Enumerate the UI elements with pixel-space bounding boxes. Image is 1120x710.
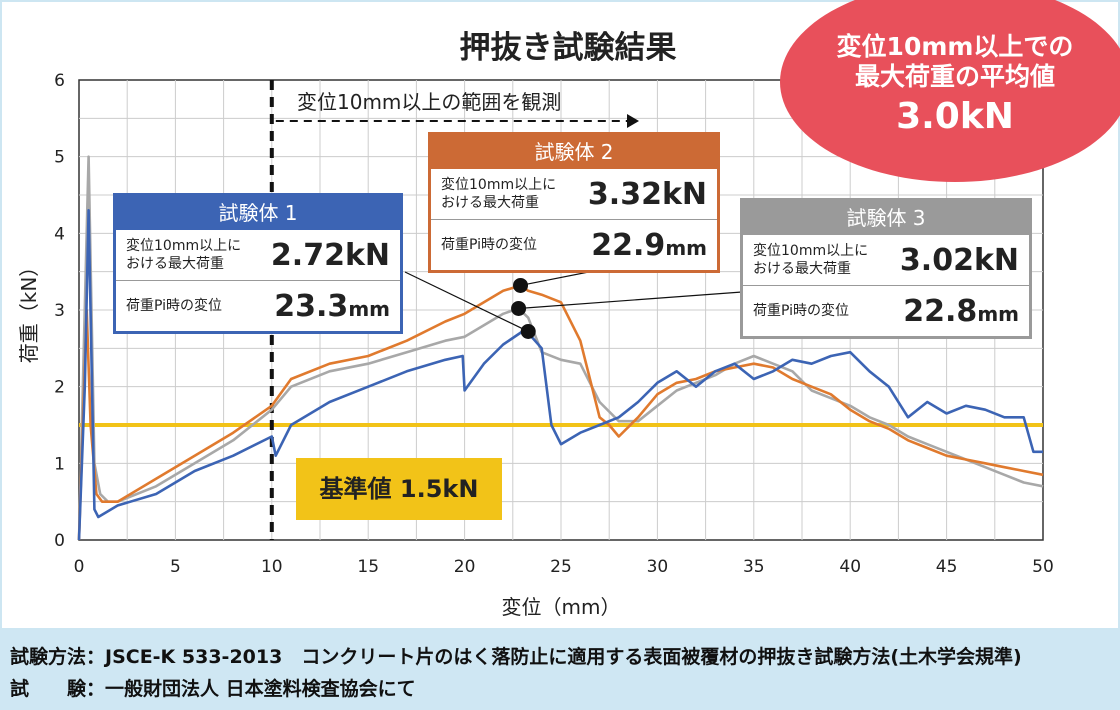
x-tick-label: 15 bbox=[357, 557, 379, 577]
peak-marker-2 bbox=[513, 277, 529, 293]
specimen-1-disp-unit: mm bbox=[348, 296, 390, 321]
specimen-2-disp-value: 22.9 bbox=[591, 227, 666, 263]
x-tick-label: 0 bbox=[74, 557, 85, 577]
y-tick-label: 2 bbox=[54, 378, 65, 398]
baseline-label: 基準値 1.5kN bbox=[296, 458, 502, 520]
y-tick-label: 0 bbox=[54, 531, 65, 551]
specimen-2-max-value: 3.32kN bbox=[587, 176, 707, 212]
specimen-1-box: 試験体 1 変位10mm以上に おける最大荷重 2.72kN 荷重Pi時の変位 23… bbox=[113, 193, 403, 334]
peak-marker-1 bbox=[520, 323, 536, 339]
specimen-2-max-label: 変位10mm以上に おける最大荷重 bbox=[441, 177, 557, 211]
range-arrow-head bbox=[627, 114, 639, 128]
specimen-1-disp-value: 23.3 bbox=[274, 288, 349, 324]
series-line-1 bbox=[77, 209, 1043, 541]
bubble-line1: 変位10mm以上での bbox=[836, 32, 1074, 61]
footer: 試験方法：JSCE-K 533-2013 コンクリート片のはく落防止に適用する表… bbox=[0, 630, 1120, 710]
specimen-2-box: 試験体 2 変位10mm以上に おける最大荷重 3.32kN 荷重Pi時の変位 22… bbox=[428, 132, 720, 273]
leader-line-1 bbox=[404, 271, 529, 333]
specimen-3-disp-value: 22.8 bbox=[903, 293, 978, 329]
x-tick-label: 45 bbox=[936, 557, 958, 577]
average-max-load-bubble: 変位10mm以上での 最大荷重の平均値 3.0kN bbox=[780, 0, 1120, 182]
y-tick-label: 6 bbox=[54, 71, 65, 91]
specimen-1-disp-label: 荷重Pi時の変位 bbox=[126, 298, 223, 314]
range-note: 変位10mm以上の範囲を観測 bbox=[297, 90, 561, 114]
x-tick-label: 40 bbox=[839, 557, 861, 577]
x-tick-label: 25 bbox=[550, 557, 572, 577]
bubble-value: 3.0kN bbox=[896, 96, 1014, 137]
specimen-3-box: 試験体 3 変位10mm以上に おける最大荷重 3.02kN 荷重Pi時の変位 22… bbox=[740, 198, 1032, 339]
specimen-3-max-value: 3.02kN bbox=[899, 242, 1019, 278]
x-tick-label: 30 bbox=[647, 557, 669, 577]
series-line-2 bbox=[77, 284, 1044, 541]
x-tick-label: 35 bbox=[743, 557, 765, 577]
leader-line-3 bbox=[518, 291, 743, 310]
y-tick-label: 1 bbox=[54, 454, 65, 474]
specimen-1-max-value: 2.72kN bbox=[270, 237, 390, 273]
specimen-1-header: 試験体 1 bbox=[116, 196, 400, 230]
series-line-3 bbox=[77, 155, 1044, 541]
y-tick-label: 5 bbox=[54, 148, 65, 168]
x-axis-title: 変位（mm） bbox=[502, 595, 621, 619]
x-tick-label: 10 bbox=[261, 557, 283, 577]
specimen-1-max-label: 変位10mm以上に おける最大荷重 bbox=[126, 238, 242, 272]
x-tick-label: 20 bbox=[454, 557, 476, 577]
specimen-2-disp-label: 荷重Pi時の変位 bbox=[441, 237, 538, 253]
specimen-2-header: 試験体 2 bbox=[431, 135, 717, 169]
specimen-3-disp-unit: mm bbox=[977, 301, 1019, 326]
y-tick-label: 3 bbox=[54, 301, 65, 321]
x-tick-label: 5 bbox=[170, 557, 181, 577]
specimen-3-disp-label: 荷重Pi時の変位 bbox=[753, 303, 850, 319]
footer-tester: 試 験：一般財団法人 日本塗料検査協会にて bbox=[10, 678, 416, 700]
specimen-3-max-label: 変位10mm以上に おける最大荷重 bbox=[753, 243, 869, 277]
specimen-3-header: 試験体 3 bbox=[743, 201, 1029, 235]
specimen-2-disp-unit: mm bbox=[665, 235, 707, 260]
bubble-line2: 最大荷重の平均値 bbox=[854, 62, 1055, 91]
chart-title: 押抜き試験結果 bbox=[460, 30, 677, 66]
peak-marker-3 bbox=[511, 300, 527, 316]
y-axis-title: 荷重（kN） bbox=[17, 257, 41, 364]
x-tick-label: 50 bbox=[1032, 557, 1054, 577]
y-tick-label: 4 bbox=[54, 224, 65, 244]
footer-method: 試験方法：JSCE-K 533-2013 コンクリート片のはく落防止に適用する表… bbox=[10, 646, 1022, 668]
